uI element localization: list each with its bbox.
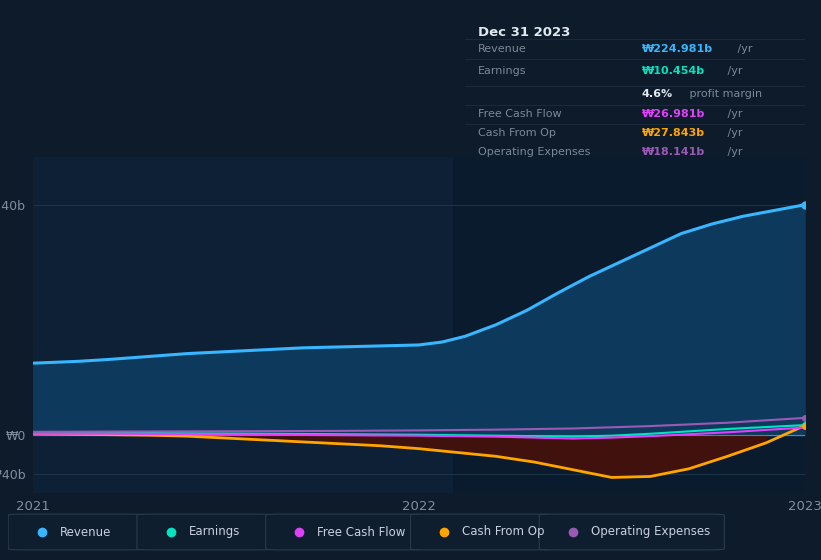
Text: /yr: /yr: [724, 147, 743, 157]
Text: /yr: /yr: [724, 128, 743, 138]
Text: /yr: /yr: [734, 44, 752, 54]
Bar: [453, 157, 805, 493]
Text: ₩27.843b: ₩27.843b: [641, 128, 704, 138]
FancyBboxPatch shape: [8, 514, 145, 550]
Text: /yr: /yr: [724, 66, 743, 76]
Text: ₩10.454b: ₩10.454b: [641, 66, 704, 76]
Text: Cash From Op: Cash From Op: [462, 525, 544, 539]
Text: Operating Expenses: Operating Expenses: [591, 525, 710, 539]
Text: /yr: /yr: [724, 109, 743, 119]
Text: profit margin: profit margin: [686, 90, 763, 100]
Text: Revenue: Revenue: [479, 44, 527, 54]
Text: ₩224.981b: ₩224.981b: [641, 44, 713, 54]
Text: ₩26.981b: ₩26.981b: [641, 109, 704, 119]
FancyBboxPatch shape: [137, 514, 273, 550]
Text: ₩18.141b: ₩18.141b: [641, 147, 704, 157]
Text: Dec 31 2023: Dec 31 2023: [479, 26, 571, 39]
FancyBboxPatch shape: [410, 514, 555, 550]
Text: Revenue: Revenue: [60, 525, 111, 539]
Text: Cash From Op: Cash From Op: [479, 128, 556, 138]
Text: Earnings: Earnings: [479, 66, 527, 76]
Text: Free Cash Flow: Free Cash Flow: [317, 525, 406, 539]
FancyBboxPatch shape: [539, 514, 724, 550]
Text: 4.6%: 4.6%: [641, 90, 672, 100]
Text: Operating Expenses: Operating Expenses: [479, 147, 590, 157]
Text: Earnings: Earnings: [189, 525, 240, 539]
Text: Free Cash Flow: Free Cash Flow: [479, 109, 562, 119]
FancyBboxPatch shape: [266, 514, 427, 550]
